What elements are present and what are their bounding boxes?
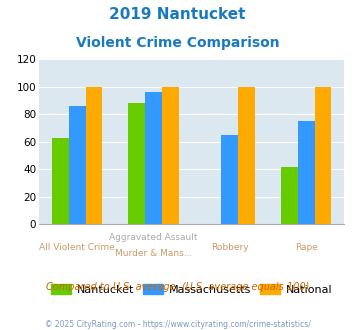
Bar <box>86 87 102 224</box>
Text: Robbery: Robbery <box>211 243 248 251</box>
Bar <box>298 121 315 224</box>
Legend: Nantucket, Massachusetts, National: Nantucket, Massachusetts, National <box>47 280 337 299</box>
Bar <box>238 87 255 224</box>
Text: Murder & Mans...: Murder & Mans... <box>115 249 192 258</box>
Text: Rape: Rape <box>295 243 318 251</box>
Text: Violent Crime Comparison: Violent Crime Comparison <box>76 36 279 50</box>
Bar <box>222 135 238 224</box>
Text: © 2025 CityRating.com - https://www.cityrating.com/crime-statistics/: © 2025 CityRating.com - https://www.city… <box>45 320 310 329</box>
Text: All Violent Crime: All Violent Crime <box>39 243 115 251</box>
Bar <box>129 103 145 224</box>
Text: Aggravated Assault: Aggravated Assault <box>109 233 198 242</box>
Bar <box>52 138 69 224</box>
Bar <box>281 167 298 224</box>
Bar <box>162 87 179 224</box>
Text: 2019 Nantucket: 2019 Nantucket <box>109 7 246 21</box>
Bar <box>69 106 86 224</box>
Bar <box>315 87 331 224</box>
Bar <box>145 92 162 224</box>
Text: Compared to U.S. average. (U.S. average equals 100): Compared to U.S. average. (U.S. average … <box>46 282 309 292</box>
